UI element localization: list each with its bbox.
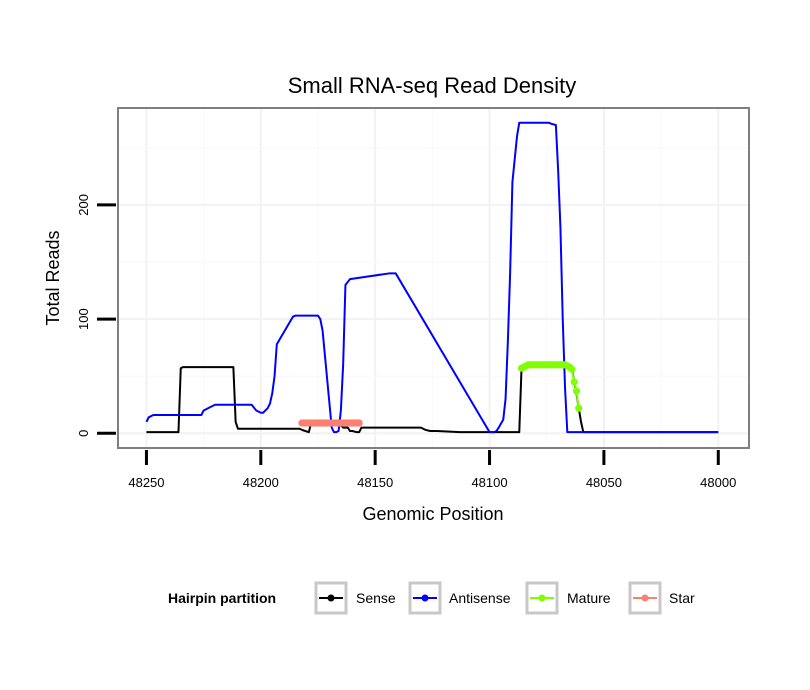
x-tick-label: 48200 xyxy=(243,475,279,490)
star-point xyxy=(355,419,363,427)
y-tick-label: 100 xyxy=(76,308,91,330)
legend-label: Sense xyxy=(356,590,396,606)
x-tick-label: 48050 xyxy=(586,475,622,490)
x-tick-label: 48100 xyxy=(471,475,507,490)
mature-point xyxy=(572,387,581,395)
x-tick-label: 48150 xyxy=(357,475,393,490)
legend-key-point xyxy=(421,594,429,602)
mature-point xyxy=(575,404,583,412)
legend-label: Antisense xyxy=(449,590,511,606)
antisense-line xyxy=(145,121,719,434)
legend-item-star: Star xyxy=(628,581,695,615)
grid-lines xyxy=(119,109,748,447)
chart-title: Small RNA-seq Read Density xyxy=(288,73,577,98)
y-tick-label: 0 xyxy=(76,430,91,437)
legend-title: Hairpin partition xyxy=(168,590,276,606)
legend-item-sense: Sense xyxy=(314,581,396,615)
mature-point xyxy=(570,378,578,386)
y-tick-label: 200 xyxy=(76,194,91,216)
legend-key-point xyxy=(641,594,649,602)
mature-point xyxy=(568,365,576,373)
x-axis-title: Genomic Position xyxy=(362,504,503,524)
legend-label: Star xyxy=(669,590,695,606)
legend-label: Mature xyxy=(567,590,611,606)
legend: Hairpin partition Sense Antisense Mature St… xyxy=(168,581,695,615)
series-layer xyxy=(145,121,719,434)
x-tick-label: 48250 xyxy=(128,475,164,490)
x-axis: 48250 48200 48150 48100 48050 48000 xyxy=(128,450,736,490)
y-axis: 0 100 200 xyxy=(76,194,116,437)
legend-item-mature: Mature xyxy=(525,581,611,615)
x-tick-label: 48000 xyxy=(700,475,736,490)
plot-panel xyxy=(117,107,750,449)
legend-key-point xyxy=(327,594,335,602)
legend-key-point xyxy=(538,594,546,602)
y-axis-title: Total Reads xyxy=(43,230,63,325)
legend-item-antisense: Antisense xyxy=(408,581,511,615)
